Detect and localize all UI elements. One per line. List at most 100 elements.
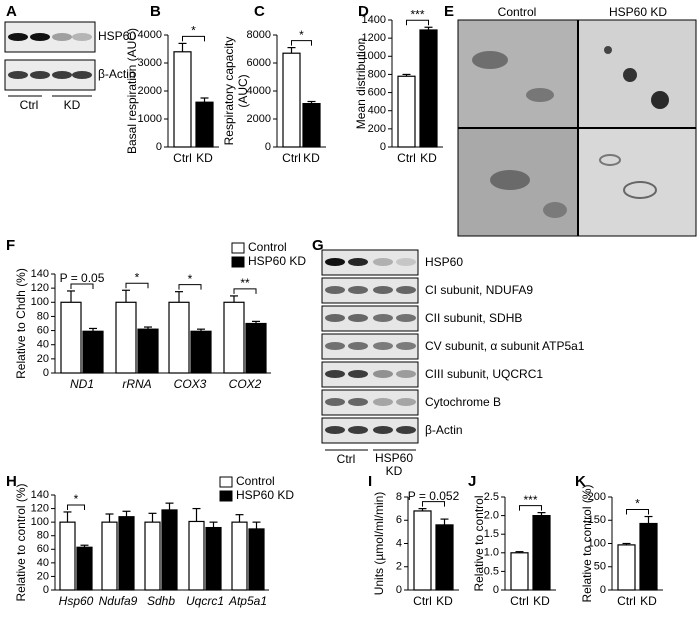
blot-band bbox=[348, 286, 368, 294]
bar bbox=[173, 51, 192, 148]
blot-label: CI subunit, NDUFA9 bbox=[425, 283, 533, 297]
y-tick-label: 200 bbox=[368, 123, 386, 135]
blot-label: HSP60 bbox=[98, 29, 136, 43]
significance-bracket bbox=[125, 282, 149, 289]
blot-label: HSP60 bbox=[425, 255, 463, 269]
significance-bracket bbox=[291, 40, 312, 46]
blot-band bbox=[373, 426, 393, 434]
y-tick-label: 0 bbox=[265, 141, 271, 153]
x-tick-label: KD bbox=[533, 594, 550, 608]
bar bbox=[639, 522, 658, 591]
y-axis-label: Relative to Chdh (%) bbox=[14, 268, 28, 379]
blot-band bbox=[325, 258, 345, 266]
blot-band bbox=[373, 370, 393, 378]
panel-letter: D bbox=[358, 3, 369, 20]
significance-label: * bbox=[191, 24, 196, 38]
significance-label: ** bbox=[240, 276, 250, 290]
significance-bracket bbox=[178, 284, 202, 290]
y-tick-label: 200 bbox=[588, 491, 606, 503]
error-bar bbox=[122, 510, 131, 517]
blot-band bbox=[373, 286, 393, 294]
y-tick-label: 6 bbox=[396, 514, 402, 526]
blot-band bbox=[8, 33, 28, 41]
bar bbox=[82, 330, 104, 374]
blot-band bbox=[396, 370, 416, 378]
blot-band bbox=[325, 398, 345, 406]
blot-band bbox=[396, 286, 416, 294]
significance-bracket bbox=[233, 288, 257, 294]
bar bbox=[59, 521, 76, 591]
bar bbox=[245, 322, 267, 374]
bar bbox=[510, 552, 529, 591]
blot-band bbox=[348, 370, 368, 378]
x-tick-label: Ctrl bbox=[173, 151, 192, 165]
bar bbox=[161, 509, 178, 591]
blot-label: CIII subunit, UQCRC1 bbox=[425, 367, 543, 381]
blot-band bbox=[373, 314, 393, 322]
x-tick-label: KD bbox=[196, 151, 213, 165]
y-tick-label: 60 bbox=[37, 543, 49, 555]
significance-label: * bbox=[188, 272, 193, 286]
y-tick-label: 120 bbox=[31, 282, 49, 294]
panel-letter: B bbox=[150, 3, 161, 20]
error-bar bbox=[89, 327, 97, 332]
y-tick-label: 100 bbox=[31, 516, 49, 528]
error-bar bbox=[63, 511, 72, 523]
error-bar bbox=[252, 320, 260, 324]
significance-label: *** bbox=[410, 7, 424, 21]
error-bar bbox=[165, 502, 174, 510]
significance-bracket bbox=[626, 509, 649, 515]
x-tick-label: Ctrl bbox=[510, 594, 529, 608]
blot-band bbox=[325, 314, 345, 322]
bar bbox=[195, 101, 214, 148]
blot-band bbox=[30, 71, 50, 79]
blot-band bbox=[348, 426, 368, 434]
bar bbox=[248, 528, 265, 591]
y-tick-label: 4 bbox=[396, 537, 402, 549]
error-bar bbox=[148, 512, 157, 523]
y-tick-label: 0.5 bbox=[484, 565, 499, 577]
error-bar bbox=[122, 289, 130, 303]
legend-label: HSP60 KD bbox=[248, 254, 306, 268]
panel-letter: C bbox=[254, 3, 265, 20]
y-tick-label: 2000 bbox=[247, 113, 271, 125]
y-tick-label: 0 bbox=[43, 367, 49, 379]
blot-band bbox=[72, 71, 92, 79]
y-tick-label: 120 bbox=[31, 502, 49, 514]
legend-swatch bbox=[219, 476, 233, 488]
x-tick-label: KD bbox=[640, 594, 657, 608]
x-tick-label: Ndufa9 bbox=[99, 594, 138, 608]
lane-label: HSP60 KD bbox=[375, 452, 413, 478]
y-tick-label: 1.5 bbox=[484, 528, 499, 540]
error-bar bbox=[235, 514, 244, 523]
legend-swatch bbox=[231, 242, 245, 254]
error-bar bbox=[287, 46, 296, 54]
bar bbox=[419, 29, 438, 148]
bar bbox=[282, 52, 301, 148]
bar bbox=[302, 102, 321, 148]
error-bar bbox=[105, 513, 114, 523]
y-tick-label: 4000 bbox=[138, 29, 162, 41]
y-tick-label: 600 bbox=[368, 86, 386, 98]
bar bbox=[168, 301, 190, 374]
error-bar bbox=[307, 100, 316, 104]
panel-letter: J bbox=[468, 473, 476, 490]
y-tick-label: 0 bbox=[156, 141, 162, 153]
significance-label: * bbox=[635, 497, 640, 511]
panel-letter: K bbox=[575, 473, 586, 490]
x-tick-label: Uqcrc1 bbox=[186, 594, 224, 608]
x-tick-label: KD bbox=[303, 151, 320, 165]
y-tick-label: 0 bbox=[493, 584, 499, 596]
bar bbox=[115, 301, 137, 374]
error-bar bbox=[192, 507, 201, 522]
y-axis-label: Relative to control (%) bbox=[14, 483, 28, 601]
blot-band bbox=[52, 33, 72, 41]
y-tick-label: 40 bbox=[37, 339, 49, 351]
x-tick-label: Ctrl bbox=[282, 151, 301, 165]
y-tick-label: 2.0 bbox=[484, 510, 499, 522]
bar bbox=[144, 521, 161, 591]
blot-band bbox=[396, 314, 416, 322]
error-bar bbox=[515, 551, 524, 553]
lane-label: Ctrl bbox=[20, 98, 39, 112]
error-bar bbox=[144, 326, 152, 330]
